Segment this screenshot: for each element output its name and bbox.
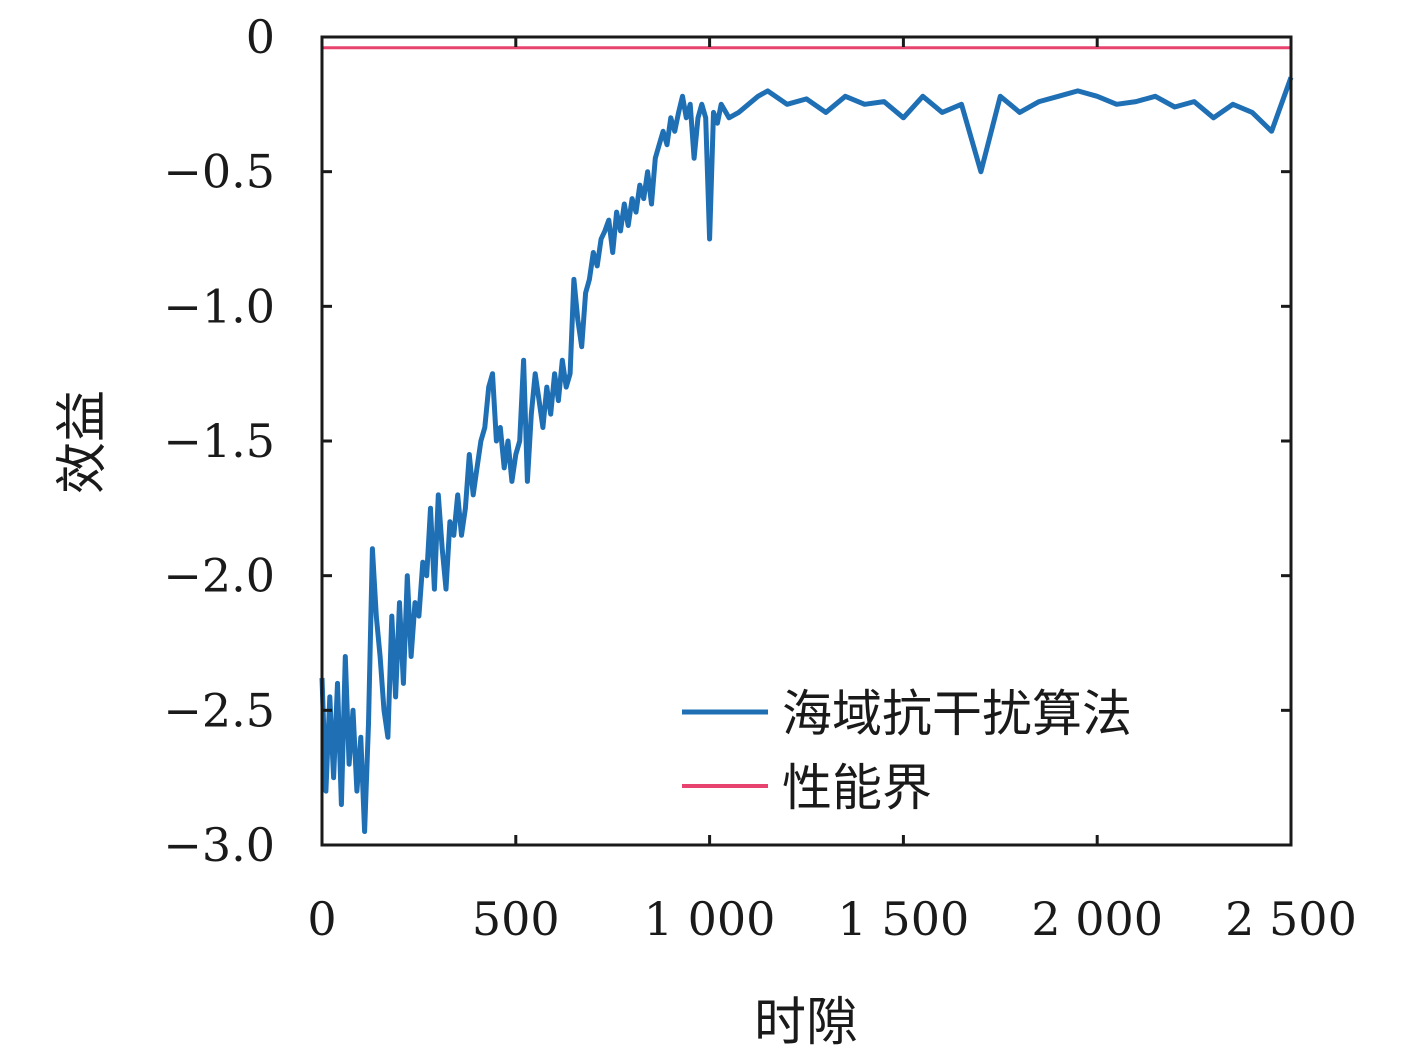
legend: 海域抗干扰算法 性能界: [682, 685, 1132, 817]
y-tick-label: −1.5: [163, 414, 275, 468]
y-tick-label: −3.0: [163, 818, 275, 872]
y-tick-label: −2.5: [163, 683, 275, 737]
x-tick-label: 2 000: [1031, 892, 1163, 946]
y-tick-label: 0: [246, 10, 275, 64]
x-tick-label: 1 000: [644, 892, 776, 946]
series-layer: [319, 46, 1294, 834]
legend-label-bound: 性能界: [782, 759, 932, 817]
y-axis-title: 效益: [53, 390, 113, 494]
ticks-layer: 0 500 1 000 1 500 2 000 2 500 0 −0.5 −1.0 −1.5 −2.…: [163, 10, 1357, 946]
y-tick-label: −1.0: [163, 279, 275, 333]
x-tick-label: 1 500: [838, 892, 970, 946]
series-line-algorithm: [319, 76, 1294, 834]
x-tick-label: 500: [472, 892, 560, 946]
y-tick-label: −0.5: [163, 145, 275, 199]
x-tick-label: 0: [307, 892, 336, 946]
x-tick-label: 2 500: [1225, 892, 1357, 946]
x-axis-title: 时隙: [754, 993, 858, 1053]
y-tick-label: −2.0: [163, 549, 275, 603]
legend-label-algorithm: 海域抗干扰算法: [782, 685, 1132, 743]
